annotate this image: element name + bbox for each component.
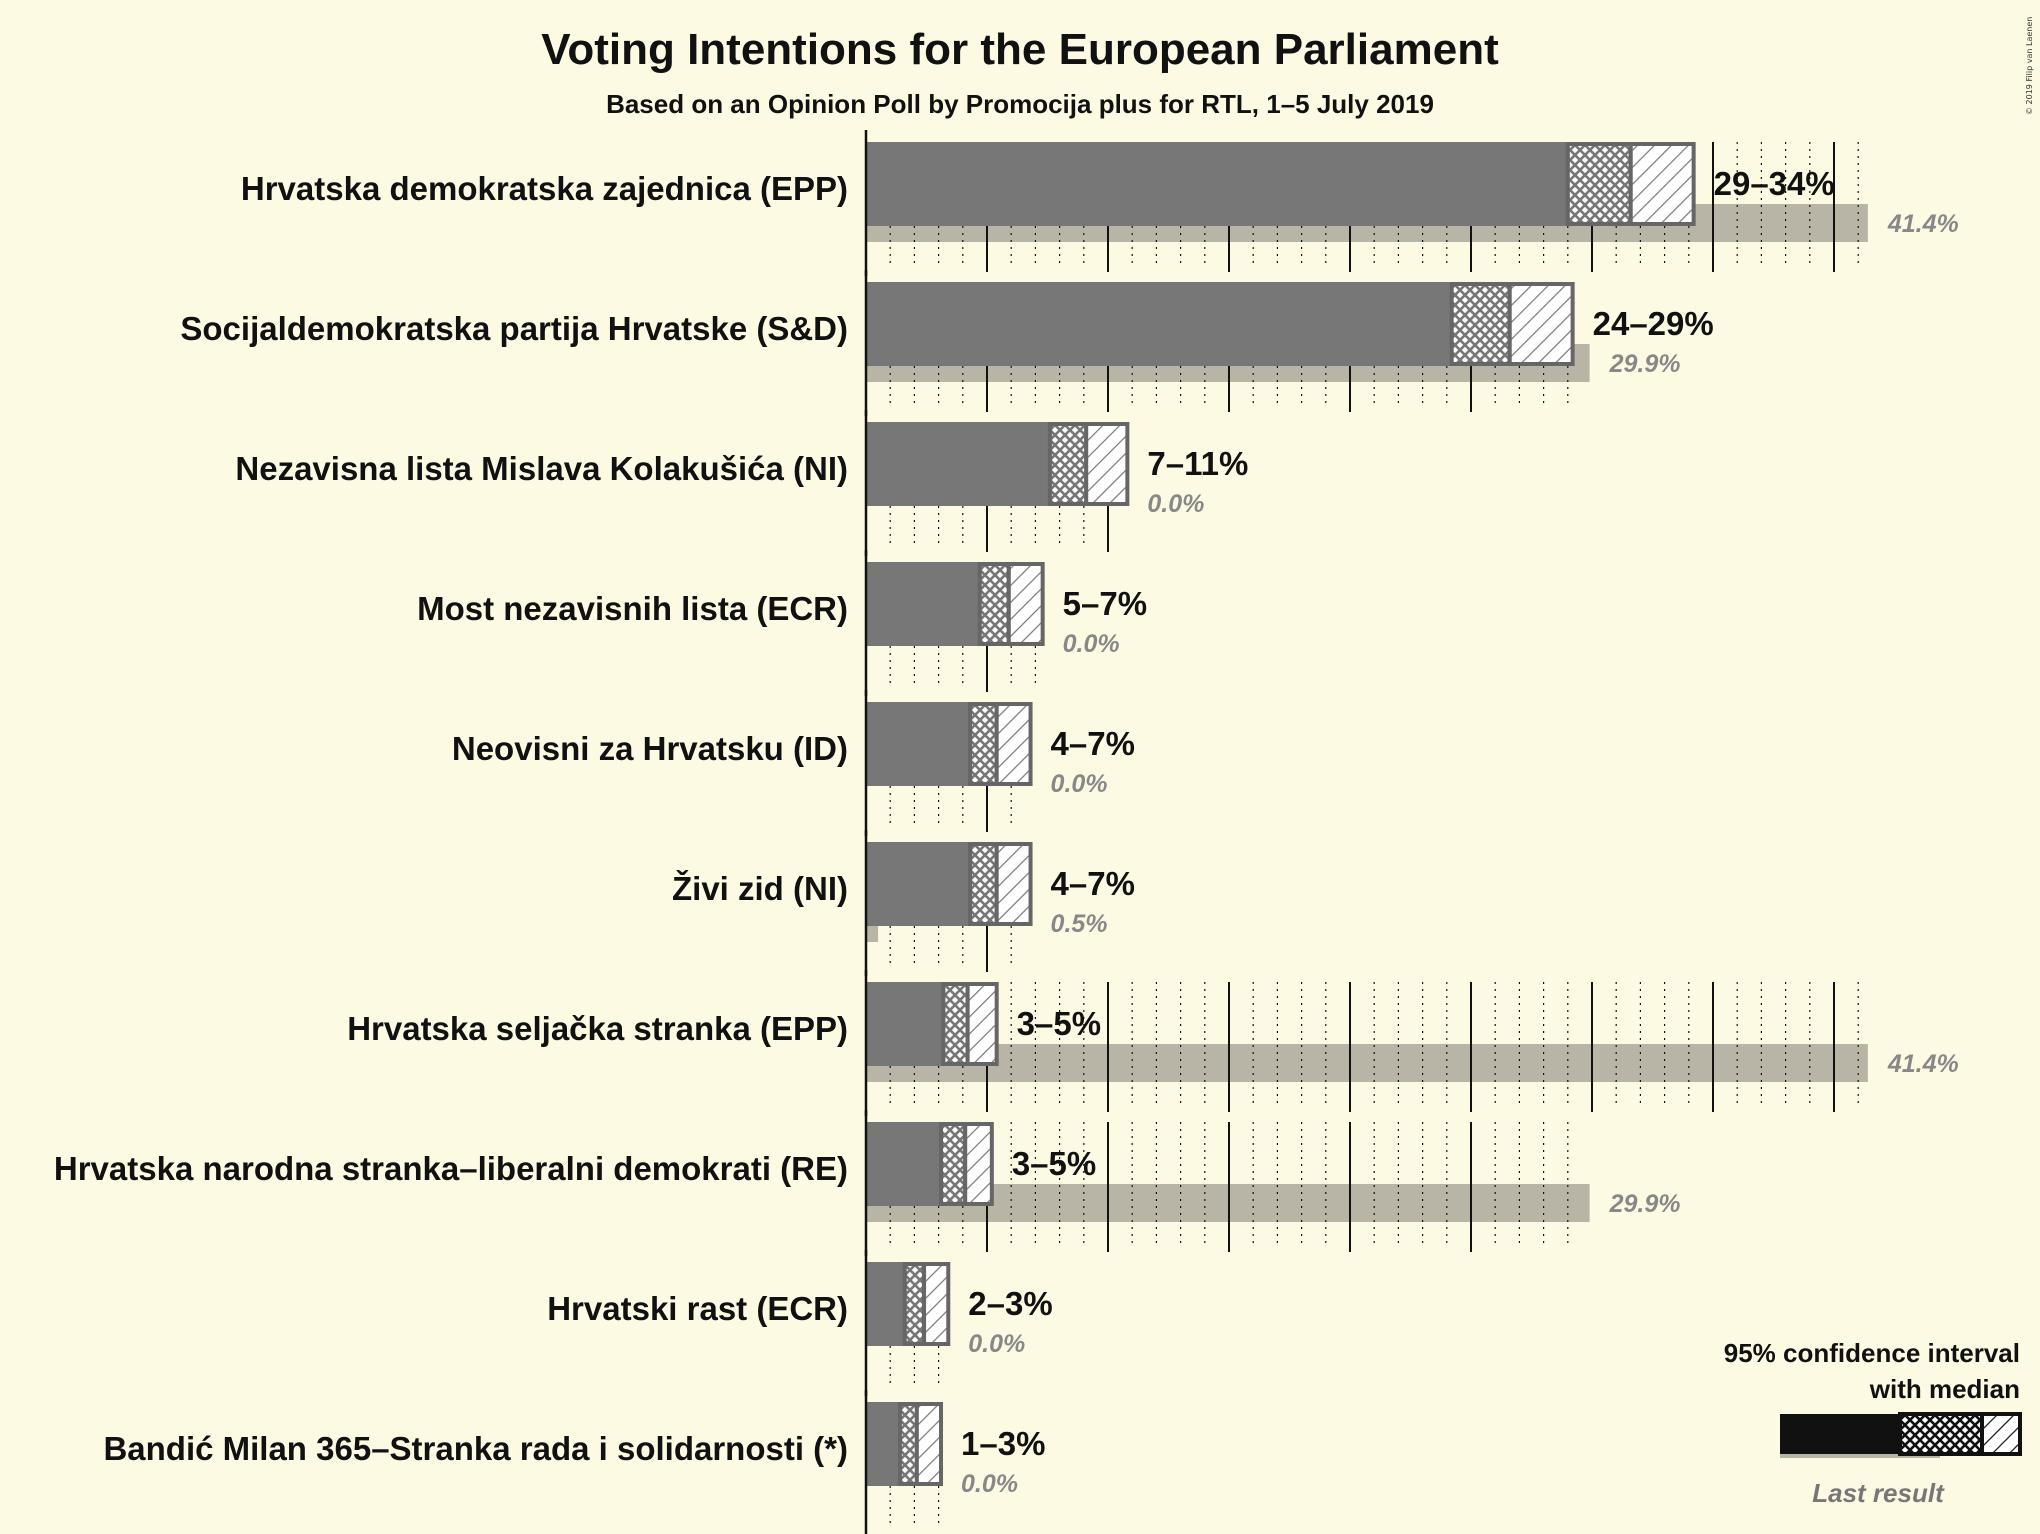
interval-solid-bar — [866, 982, 944, 1066]
last-result-label: 0.0% — [1063, 630, 1120, 658]
party-row: Socijaldemokratska partija Hrvatske (S&D… — [180, 270, 1714, 416]
range-label: 7–11% — [1147, 445, 1248, 482]
party-label: Hrvatska demokratska zajednica (EPP) — [241, 170, 848, 207]
interval-upper-hatch — [963, 1122, 994, 1206]
last-result-label: 41.4% — [1887, 210, 1959, 238]
party-row: Hrvatski rast (ECR) 2–3% 0.0% — [547, 1250, 1053, 1396]
interval-solid-bar — [866, 1262, 905, 1346]
interval-lower-hatch — [939, 1122, 968, 1206]
last-result-label: 0.0% — [968, 1330, 1025, 1358]
interval-lower-hatch — [977, 562, 1011, 646]
legend-interval-solid — [1780, 1414, 1900, 1454]
party-row: Most nezavisnih lista (ECR) 5–7% 0.0% — [417, 550, 1147, 696]
legend-title-line2: with median — [1869, 1374, 2020, 1404]
legend-title-line1: 95% confidence interval — [1724, 1338, 2020, 1368]
party-label: Nezavisna lista Mislava Kolakušića (NI) — [235, 450, 848, 487]
interval-lower-hatch — [968, 842, 999, 926]
interval-solid-bar — [866, 1402, 900, 1486]
range-label: 1–3% — [961, 1425, 1045, 1462]
chart-subtitle: Based on an Opinion Poll by Promocija pl… — [606, 89, 1434, 119]
last-result-label: 0.0% — [1147, 490, 1204, 518]
interval-upper-hatch — [1507, 282, 1575, 366]
legend-last-result-label: Last result — [1812, 1478, 1945, 1508]
range-label: 2–3% — [968, 1285, 1052, 1322]
range-label: 3–5% — [1012, 1145, 1096, 1182]
interval-solid-bar — [866, 1122, 942, 1206]
interval-solid-bar — [866, 422, 1050, 506]
party-label: Živi zid (NI) — [672, 870, 848, 907]
interval-upper-hatch — [1628, 142, 1696, 226]
range-label: 5–7% — [1063, 585, 1147, 622]
range-label: 3–5% — [1017, 1005, 1101, 1042]
range-label: 4–7% — [1051, 865, 1135, 902]
last-result-label: 29.9% — [1609, 350, 1681, 378]
party-label: Hrvatska narodna stranka–liberalni demok… — [54, 1150, 848, 1187]
interval-upper-hatch — [1006, 562, 1045, 646]
interval-upper-hatch — [994, 702, 1033, 786]
last-result-label: 29.9% — [1609, 1190, 1681, 1218]
party-row: Bandić Milan 365–Stranka rada i solidarn… — [103, 1390, 1045, 1534]
range-label: 29–34% — [1714, 165, 1835, 202]
interval-solid-bar — [866, 842, 971, 926]
party-row: Nezavisna lista Mislava Kolakušića (NI) 7… — [235, 410, 1248, 556]
party-row: Neovisni za Hrvatsku (ID) 4–7% 0.0% — [452, 690, 1135, 836]
party-label: Socijaldemokratska partija Hrvatske (S&D… — [180, 310, 848, 347]
last-result-label: 0.0% — [1051, 770, 1108, 798]
chart-rows: Hrvatska demokratska zajednica (EPP) 29–3… — [54, 130, 1959, 1534]
range-label: 24–29% — [1593, 305, 1714, 342]
last-result-label: 0.5% — [1051, 910, 1108, 938]
interval-solid-bar — [866, 142, 1568, 226]
interval-solid-bar — [866, 562, 980, 646]
party-label: Most nezavisnih lista (ECR) — [417, 590, 848, 627]
range-label: 4–7% — [1051, 725, 1135, 762]
interval-lower-hatch — [1449, 282, 1512, 366]
party-row: Živi zid (NI) 4–7% 0.5% — [672, 830, 1135, 976]
interval-lower-hatch — [1565, 142, 1633, 226]
last-result-label: 0.0% — [961, 1470, 1018, 1498]
interval-solid-bar — [866, 702, 971, 786]
legend: 95% confidence interval with median Last… — [1724, 1338, 2022, 1508]
legend-interval-lower — [1898, 1412, 1984, 1456]
interval-lower-hatch — [897, 1402, 919, 1486]
interval-solid-bar — [866, 282, 1452, 366]
interval-lower-hatch — [902, 1262, 927, 1346]
party-row: Hrvatska narodna stranka–liberalni demok… — [54, 1110, 1681, 1256]
interval-upper-hatch — [965, 982, 999, 1066]
legend-interval-upper — [1980, 1412, 2022, 1456]
interval-upper-hatch — [922, 1262, 951, 1346]
party-label: Hrvatska seljačka stranka (EPP) — [347, 1010, 848, 1047]
chart-title: Voting Intentions for the European Parli… — [541, 25, 1499, 74]
party-row: Hrvatska seljačka stranka (EPP) 3–5% 41.4% — [347, 970, 1959, 1116]
party-label: Bandić Milan 365–Stranka rada i solidarn… — [103, 1430, 848, 1467]
party-label: Hrvatski rast (ECR) — [547, 1290, 848, 1327]
interval-upper-hatch — [994, 842, 1033, 926]
interval-lower-hatch — [1047, 422, 1089, 506]
interval-upper-hatch — [1084, 422, 1130, 506]
interval-lower-hatch — [968, 702, 999, 786]
party-row: Hrvatska demokratska zajednica (EPP) 29–3… — [241, 130, 1959, 276]
interval-upper-hatch — [914, 1402, 944, 1486]
interval-lower-hatch — [941, 982, 970, 1066]
last-result-label: 41.4% — [1887, 1050, 1959, 1078]
last-result-bar — [866, 1044, 1868, 1082]
party-label: Neovisni za Hrvatsku (ID) — [452, 730, 848, 767]
copyright-note: © 2019 Filip van Laenen — [2025, 17, 2034, 115]
